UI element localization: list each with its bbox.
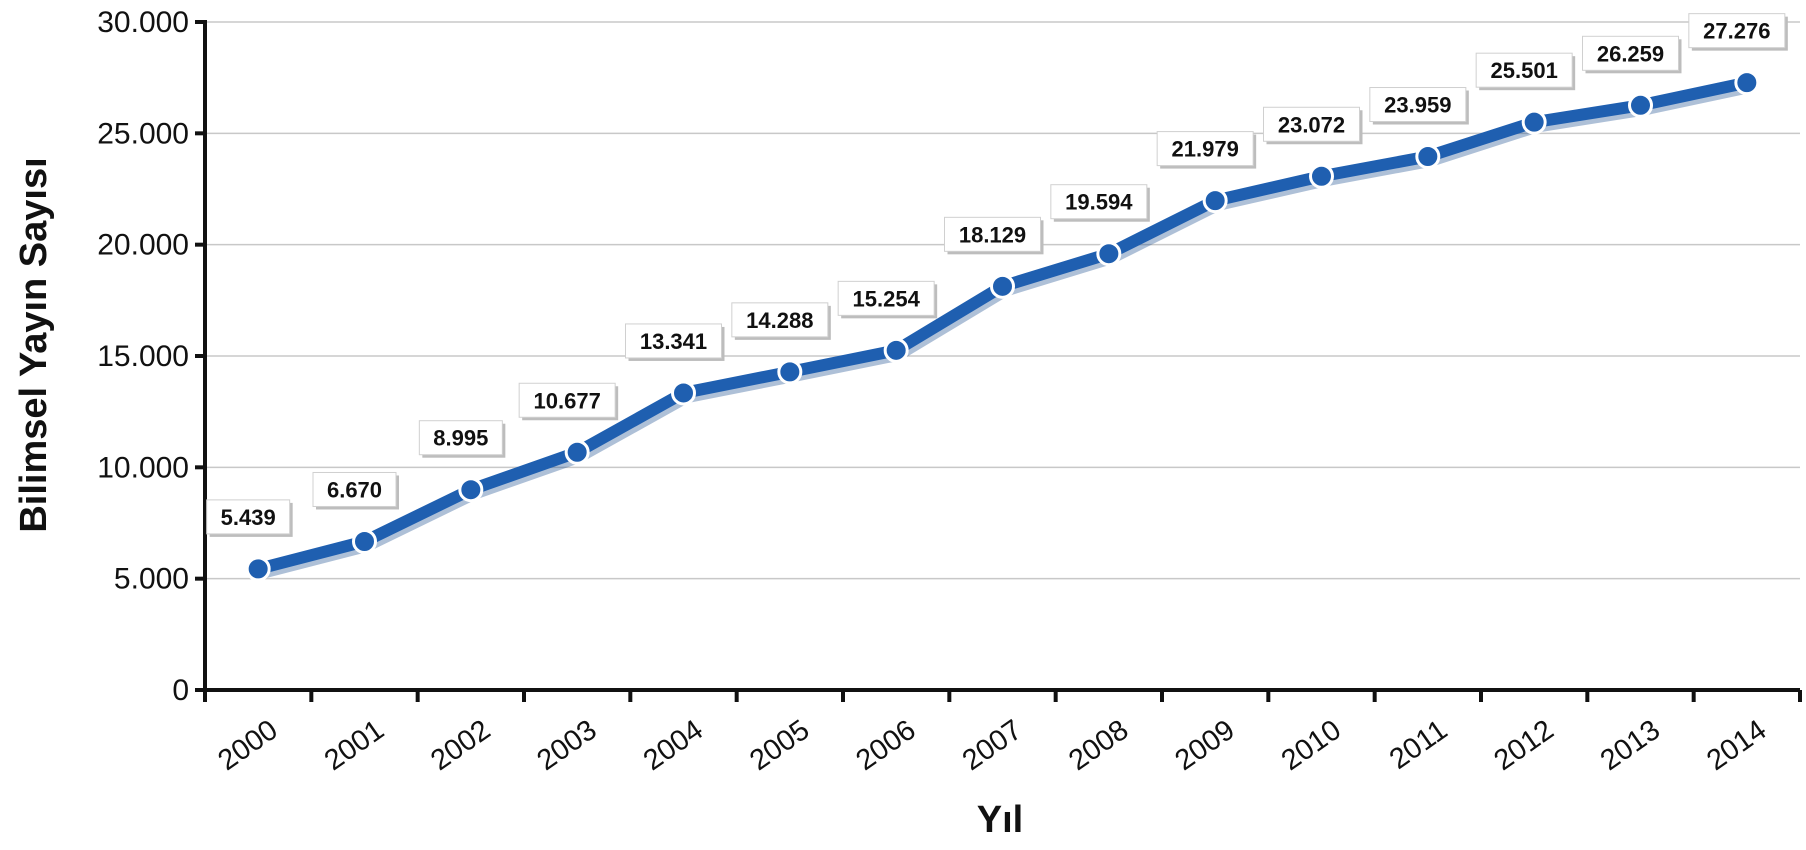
data-label-box: 26.259: [1582, 35, 1682, 74]
data-point: [1521, 109, 1547, 135]
y-tick-label: 5.000: [114, 563, 189, 596]
data-label-background: [837, 280, 935, 316]
x-tick-label: 2008: [1063, 714, 1134, 777]
data-label-background: [1369, 87, 1467, 123]
y-tick-label: 25.000: [97, 117, 189, 150]
x-tick-label: 2014: [1701, 714, 1772, 777]
x-tick-label: 2000: [212, 714, 283, 777]
data-point: [1309, 163, 1334, 189]
data-label: 27.276: [1703, 19, 1770, 44]
data-label: 23.959: [1384, 93, 1451, 118]
data-label-box: 23.959: [1369, 87, 1469, 125]
data-label-box: 27.276: [1688, 13, 1788, 51]
x-tick-label: 2011: [1384, 714, 1453, 776]
data-labels: 5.439 6.670 8.995 10.677 13.341 14.288 15.254 1…: [206, 13, 1788, 537]
data-point: [1415, 144, 1441, 170]
data-point: [990, 273, 1015, 299]
data-point: [564, 439, 590, 465]
data-label-background: [518, 382, 616, 418]
data-label: 10.677: [534, 388, 601, 413]
data-label: 8.995: [433, 426, 488, 451]
data-label: 21.979: [1172, 137, 1239, 162]
x-tick-label: 2010: [1276, 714, 1347, 777]
x-tick-label: 2005: [744, 714, 815, 777]
data-label-background: [1156, 131, 1254, 167]
data-label-background: [1582, 35, 1679, 71]
data-label-box: 15.254: [837, 280, 938, 319]
data-label: 14.288: [746, 308, 813, 333]
grid-lines: [205, 21, 1800, 580]
x-tick-label: 2012: [1488, 714, 1559, 777]
data-label-background: [731, 302, 829, 338]
data-label-box: 14.288: [731, 302, 831, 340]
x-tick-label: 2006: [850, 714, 921, 777]
y-tick-label: 15.000: [97, 340, 189, 373]
data-point: [883, 337, 909, 363]
x-tick-label: 2002: [425, 714, 496, 777]
data-label: 19.594: [1065, 190, 1133, 215]
data-label-box: 5.439: [206, 499, 293, 537]
series-line: [245, 70, 1760, 582]
data-label-box: 13.341: [625, 323, 725, 361]
x-tick-label: 2013: [1595, 714, 1666, 777]
data-label: 23.072: [1278, 112, 1345, 137]
data-label-background: [625, 323, 722, 359]
data-label-box: 8.995: [418, 420, 506, 458]
data-point: [777, 359, 803, 385]
y-tick-label: 20.000: [97, 229, 189, 262]
data-point: [1628, 92, 1653, 118]
data-point: [458, 477, 484, 503]
x-tick-label: 2007: [957, 714, 1028, 777]
data-point: [1096, 241, 1122, 267]
data-label-box: 23.072: [1263, 106, 1363, 145]
data-label: 6.670: [327, 477, 382, 502]
data-label-box: 18.129: [944, 216, 1044, 255]
data-label: 15.254: [853, 286, 921, 311]
data-point: [1734, 70, 1760, 96]
data-label: 26.259: [1597, 41, 1664, 66]
x-tick-label: 2001: [319, 714, 390, 777]
data-label-background: [1475, 52, 1573, 88]
data-label: 25.501: [1491, 58, 1558, 83]
data-label-box: 19.594: [1050, 184, 1150, 222]
data-label-box: 21.979: [1156, 131, 1257, 169]
data-label-background: [1688, 13, 1786, 49]
data-point: [1202, 188, 1228, 214]
series-line-shadow: [252, 78, 1757, 580]
y-tick-label: 10.000: [97, 451, 189, 484]
data-label-box: 25.501: [1475, 52, 1576, 91]
x-tick-label: 2009: [1169, 714, 1240, 777]
data-point: [245, 556, 271, 582]
data-label-background: [1050, 184, 1148, 220]
y-axis-title: Bilimsel Yayın Sayısı: [13, 157, 55, 532]
x-tick-label: 2004: [638, 714, 709, 777]
y-tick-label: 30.000: [97, 6, 189, 39]
data-label-background: [944, 216, 1041, 252]
y-tick-label: 0: [172, 674, 189, 707]
data-label-background: [1263, 106, 1360, 142]
data-label: 5.439: [221, 505, 276, 530]
data-label: 18.129: [959, 222, 1026, 247]
data-label: 13.341: [640, 329, 707, 354]
data-label-background: [418, 420, 503, 456]
data-point: [352, 528, 377, 554]
data-label-box: 10.677: [518, 382, 619, 421]
data-label-box: 6.670: [312, 471, 399, 510]
x-tick-label: 2003: [531, 714, 602, 777]
data-label-background: [312, 471, 397, 507]
data-point: [671, 380, 696, 406]
x-axis-title: Yıl: [977, 799, 1023, 841]
data-label-background: [206, 499, 291, 535]
